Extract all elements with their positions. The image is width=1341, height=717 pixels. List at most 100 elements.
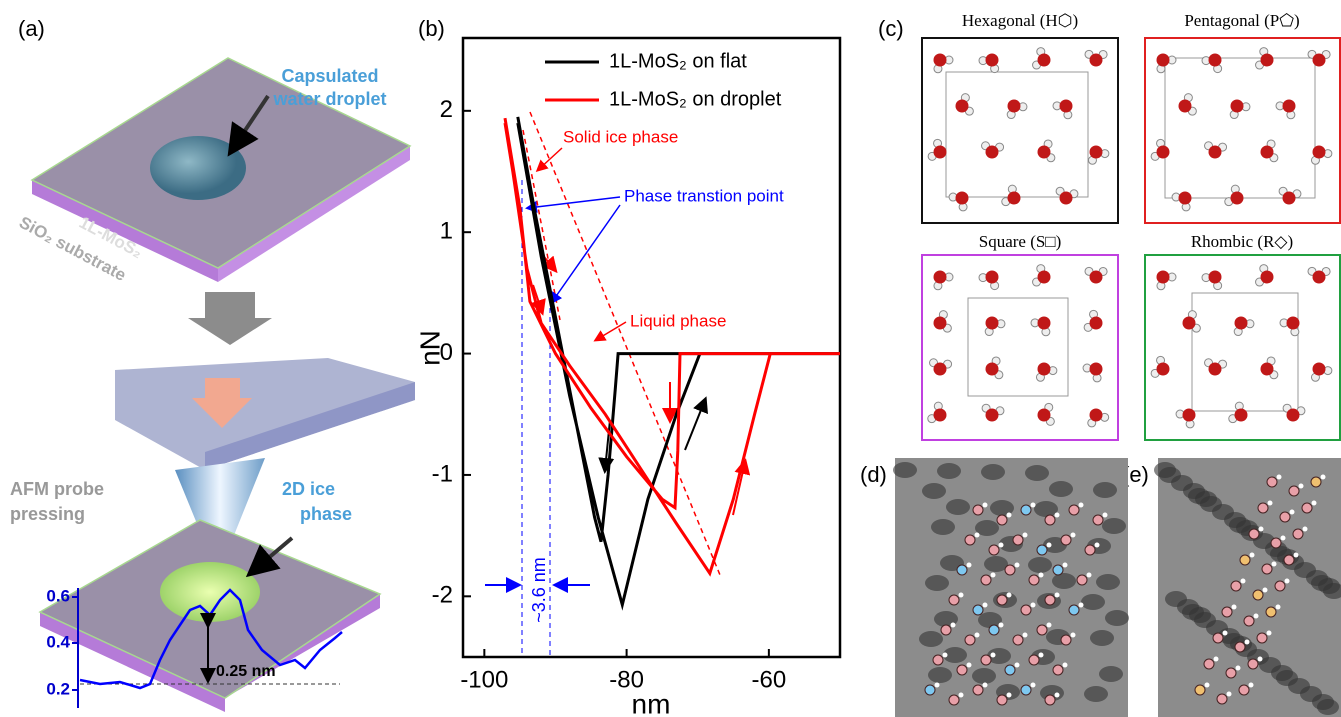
oxygen — [1090, 409, 1103, 422]
arrow — [552, 205, 620, 302]
panel-label: (a) — [18, 16, 45, 41]
arrow — [528, 197, 620, 208]
atom — [1063, 663, 1068, 668]
atom — [1045, 595, 1055, 605]
pore — [1099, 666, 1123, 682]
pore — [1105, 610, 1129, 626]
oxygen — [1179, 100, 1192, 113]
atom — [1214, 657, 1219, 662]
pore — [1159, 467, 1181, 483]
pore — [925, 575, 949, 591]
oxygen — [1313, 363, 1326, 376]
oxygen — [1231, 100, 1244, 113]
atom — [1290, 510, 1295, 515]
atom — [1240, 555, 1250, 565]
structures: Hexagonal (H⬡) Pentagonal (P⬠) Square (S… — [922, 11, 1340, 440]
panel-label: (d) — [860, 462, 887, 487]
atom — [1029, 655, 1039, 665]
pore — [1229, 517, 1251, 533]
oxygen — [1183, 317, 1196, 330]
atom — [959, 693, 964, 698]
atom — [1007, 693, 1012, 698]
oxygen — [1179, 192, 1192, 205]
oxygen — [1157, 146, 1170, 159]
oxygen — [934, 54, 947, 67]
atom — [1015, 563, 1020, 568]
atom — [1085, 545, 1095, 555]
atom — [1204, 659, 1214, 669]
atom — [989, 625, 999, 635]
atom — [1021, 605, 1031, 615]
label: water droplet — [272, 89, 386, 109]
oxygen — [1090, 271, 1103, 284]
arrow — [685, 400, 705, 450]
pore — [1102, 518, 1126, 534]
oxygen — [1038, 54, 1051, 67]
arrow — [538, 148, 562, 170]
pore — [931, 519, 955, 535]
atom — [983, 683, 988, 688]
atom — [1259, 527, 1264, 532]
oxygen — [1209, 363, 1222, 376]
atom — [949, 595, 959, 605]
atom — [1047, 623, 1052, 628]
atom — [957, 665, 967, 675]
atom — [1079, 503, 1084, 508]
atom — [1248, 659, 1258, 669]
oxygen — [1090, 54, 1103, 67]
annotation: Liquid phase — [630, 311, 726, 330]
atom — [991, 573, 996, 578]
pore — [1311, 575, 1333, 591]
pore — [928, 667, 952, 683]
atom — [981, 575, 991, 585]
atom — [1267, 631, 1272, 636]
atom — [965, 535, 975, 545]
pore — [984, 556, 1008, 572]
annotation: Solid ice phase — [563, 127, 678, 146]
figure: (a) (b) (c) (d) (e) Capsulated water dro… — [0, 0, 1341, 717]
atom — [1087, 573, 1092, 578]
oxygen — [1038, 271, 1051, 284]
atom — [1258, 503, 1268, 513]
oxygen — [934, 409, 947, 422]
atom — [1053, 565, 1063, 575]
pore — [1317, 699, 1339, 715]
oxygen — [1209, 54, 1222, 67]
atom — [989, 545, 999, 555]
atom — [1268, 501, 1273, 506]
atom — [1241, 579, 1246, 584]
pore — [1093, 482, 1117, 498]
pore — [1034, 501, 1058, 517]
atom — [1039, 573, 1044, 578]
atom — [1245, 640, 1250, 645]
atom — [1289, 486, 1299, 496]
atom — [1053, 665, 1063, 675]
atom — [1071, 533, 1076, 538]
atom — [1235, 642, 1245, 652]
oxygen — [1060, 192, 1073, 205]
atom — [1321, 475, 1326, 480]
atom — [983, 603, 988, 608]
oxygen — [934, 317, 947, 330]
atom — [1254, 614, 1259, 619]
annotation: ~3.6 nm — [529, 557, 549, 623]
structure-title: Rhombic (R◇) — [1191, 232, 1293, 251]
atom — [1205, 683, 1210, 688]
pore — [1090, 630, 1114, 646]
atom — [1071, 633, 1076, 638]
atom — [1061, 535, 1071, 545]
x-tick-label: -80 — [609, 666, 644, 693]
atom — [1267, 477, 1277, 487]
pore — [893, 462, 917, 478]
pore — [972, 668, 996, 684]
atom — [1069, 605, 1079, 615]
atom — [1217, 694, 1227, 704]
atom — [1272, 562, 1277, 567]
atom — [1303, 527, 1308, 532]
atom — [1226, 668, 1236, 678]
atom — [1223, 631, 1228, 636]
atom — [1077, 575, 1087, 585]
atom — [1031, 603, 1036, 608]
atom — [1275, 581, 1285, 591]
atom — [1031, 503, 1036, 508]
